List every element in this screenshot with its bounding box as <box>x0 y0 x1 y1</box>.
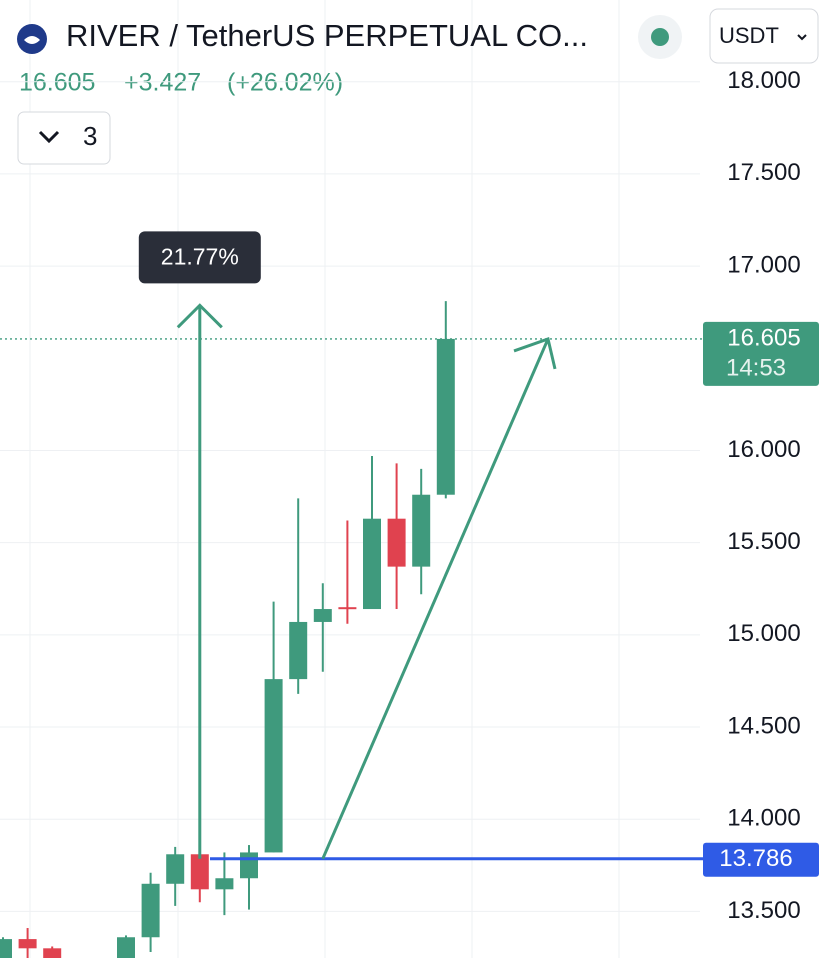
last-price: 16.605 <box>19 69 95 97</box>
countdown-label: 14:53 <box>726 354 786 381</box>
measure-arrowhead <box>176 303 223 329</box>
candle-body <box>141 883 160 938</box>
hline-price-label: 13.786 <box>719 845 792 872</box>
candle-body <box>166 854 185 884</box>
last-price-box <box>703 321 819 386</box>
candle-body <box>387 518 406 567</box>
trend-line <box>321 338 550 860</box>
indicator-toggle[interactable] <box>17 111 111 165</box>
y-tick-label: 17.500 <box>727 159 800 186</box>
y-tick-label: 13.500 <box>727 897 800 924</box>
hline-price-box <box>703 842 819 877</box>
candle-body <box>18 939 37 949</box>
measure-label-bg <box>138 231 261 284</box>
candle-body <box>215 878 234 890</box>
candle-body <box>313 609 332 622</box>
trend-arrowhead <box>513 336 557 370</box>
candle-body <box>289 621 308 680</box>
indicator-count: 3 <box>83 121 97 151</box>
y-tick-label: 14.000 <box>727 805 800 832</box>
currency-button[interactable] <box>709 8 819 64</box>
change-percent: (+26.02%) <box>227 69 343 97</box>
chart-title: RIVER / TetherUS PERPETUAL CO... <box>66 18 588 53</box>
currency-label[interactable]: USDT <box>719 23 779 48</box>
y-tick-label: 18.000 <box>727 67 800 94</box>
candle-body <box>43 948 62 958</box>
symbol-icon-mark <box>24 36 40 44</box>
y-tick-label: 14.500 <box>727 712 800 739</box>
candle-body <box>436 338 455 495</box>
candle-body <box>363 518 381 610</box>
measure-label: 21.77% <box>161 243 239 269</box>
candle-body <box>412 494 431 567</box>
candle-body <box>117 937 135 958</box>
y-tick-label: 15.500 <box>727 528 800 555</box>
candle-body <box>240 852 258 879</box>
candle-body <box>190 854 209 890</box>
candle-body <box>264 679 283 853</box>
y-tick-label: 17.000 <box>727 251 800 278</box>
y-tick-label: 15.000 <box>727 620 800 647</box>
last-price-label: 16.605 <box>727 324 800 351</box>
currency-caret <box>797 34 807 41</box>
change: +3.427 <box>124 69 201 97</box>
candle-body <box>338 607 357 610</box>
status-dot <box>651 28 669 46</box>
toggle-caret <box>38 130 60 144</box>
y-tick-label: 16.000 <box>727 436 800 463</box>
candle-body <box>0 939 12 958</box>
